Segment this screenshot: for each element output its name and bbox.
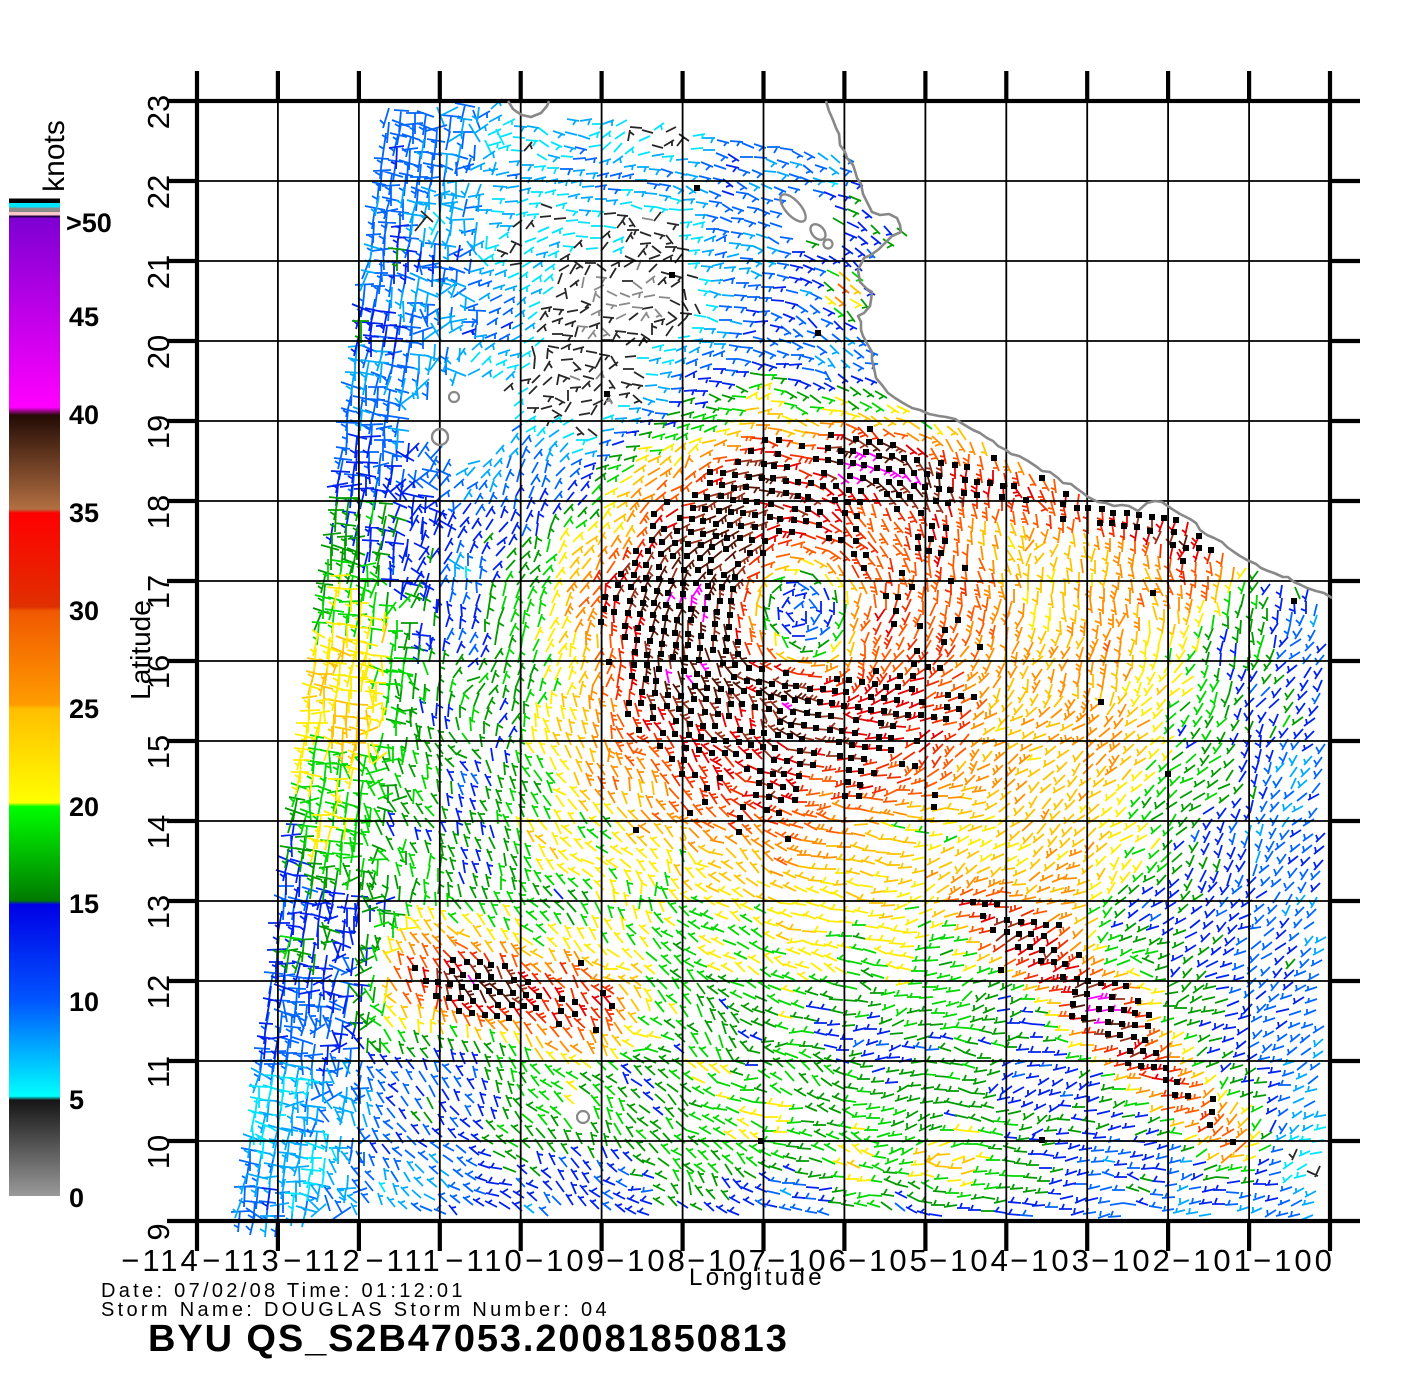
svg-text:−105: −105 bbox=[848, 1243, 930, 1278]
svg-text:10: 10 bbox=[69, 987, 99, 1017]
svg-text:−106: −106 bbox=[767, 1243, 849, 1278]
svg-text:−104: −104 bbox=[929, 1243, 1011, 1278]
svg-text:−112: −112 bbox=[283, 1243, 363, 1278]
svg-text:35: 35 bbox=[69, 498, 99, 528]
svg-text:15: 15 bbox=[141, 735, 176, 769]
svg-text:Longitude: Longitude bbox=[689, 1264, 825, 1291]
svg-text:17: 17 bbox=[141, 575, 176, 609]
svg-text:30: 30 bbox=[69, 596, 99, 626]
svg-text:16: 16 bbox=[141, 655, 176, 689]
svg-text:25: 25 bbox=[69, 694, 99, 724]
svg-text:23: 23 bbox=[141, 95, 176, 129]
svg-text:Date: 07/02/08 Time: 01:1: Date: 07/02/08 Time: 01:12:01 bbox=[101, 1280, 466, 1302]
svg-text:18: 18 bbox=[141, 495, 176, 529]
svg-text:>50: >50 bbox=[66, 208, 112, 238]
svg-text:40: 40 bbox=[69, 400, 99, 430]
svg-text:−108: −108 bbox=[606, 1243, 688, 1278]
svg-text:20: 20 bbox=[141, 335, 176, 369]
svg-text:22: 22 bbox=[141, 175, 176, 209]
svg-text:12: 12 bbox=[141, 975, 176, 1009]
svg-text:−103: −103 bbox=[1010, 1243, 1092, 1278]
svg-text:−111: −111 bbox=[365, 1243, 442, 1278]
svg-text:11: 11 bbox=[141, 1056, 176, 1088]
svg-text:knots: knots bbox=[38, 120, 71, 192]
svg-text:−107: −107 bbox=[687, 1243, 769, 1278]
svg-text:15: 15 bbox=[69, 889, 99, 919]
svg-text:45: 45 bbox=[69, 302, 99, 332]
svg-text:−113: −113 bbox=[202, 1243, 282, 1278]
svg-text:−109: −109 bbox=[525, 1243, 607, 1278]
svg-text:Latitude: Latitude bbox=[125, 600, 156, 700]
svg-text:−114: −114 bbox=[121, 1243, 201, 1278]
svg-text:13: 13 bbox=[141, 895, 176, 929]
svg-text:−110: −110 bbox=[445, 1243, 525, 1278]
svg-text:Storm Name: DOUGLAS Storm: Storm Name: DOUGLAS Storm Number: 04 bbox=[101, 1299, 610, 1321]
svg-text:10: 10 bbox=[141, 1135, 176, 1169]
svg-text:0: 0 bbox=[69, 1183, 84, 1213]
svg-text:−100: −100 bbox=[1253, 1243, 1335, 1278]
svg-text:−102: −102 bbox=[1091, 1243, 1173, 1278]
svg-text:20: 20 bbox=[69, 792, 99, 822]
svg-text:19: 19 bbox=[141, 415, 176, 449]
svg-text:14: 14 bbox=[141, 815, 176, 849]
svg-text:BYU QS_S2B47053.20081850813: BYU QS_S2B47053.20081850813 bbox=[148, 1318, 789, 1360]
svg-text:5: 5 bbox=[69, 1085, 84, 1115]
svg-text:9: 9 bbox=[141, 1223, 176, 1240]
svg-text:21: 21 bbox=[141, 255, 176, 289]
svg-text:−101: −101 bbox=[1172, 1243, 1254, 1278]
